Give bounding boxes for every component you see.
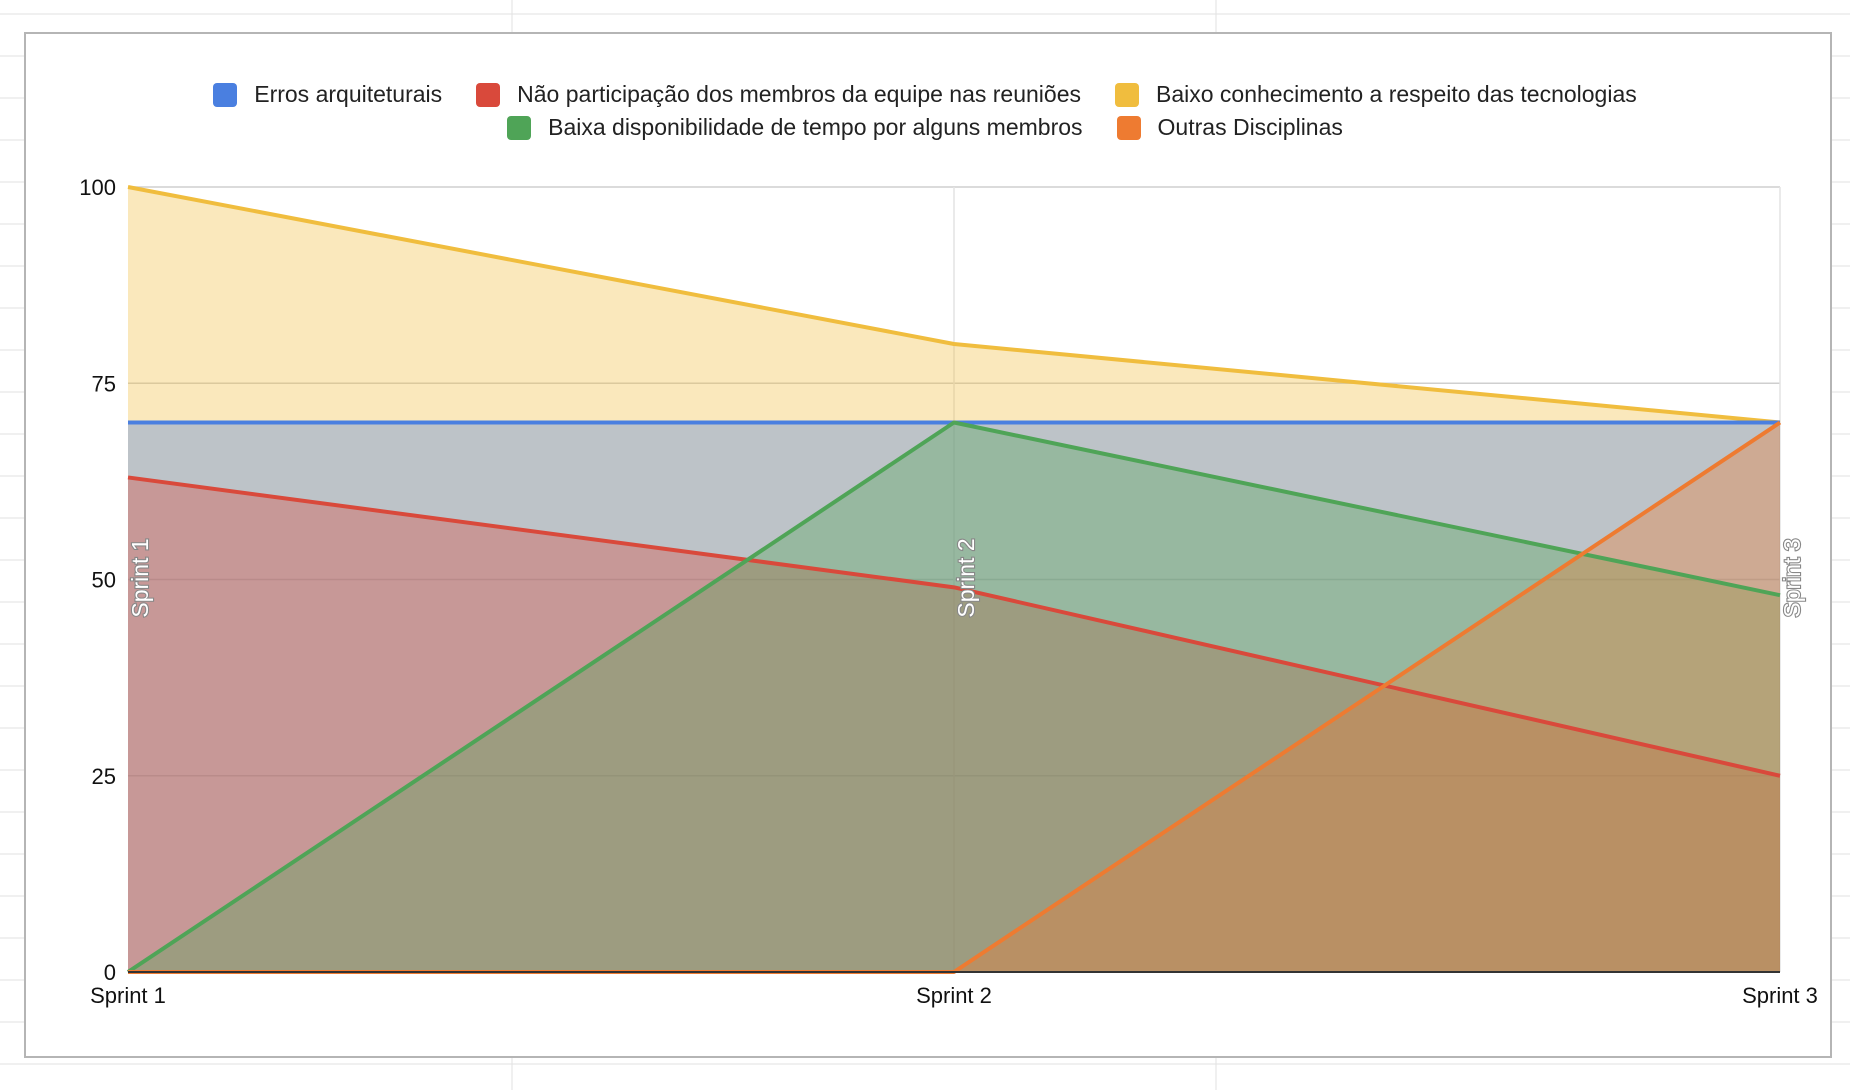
series-line (127, 185, 1781, 425)
legend-item-baixo-conhecimento[interactable]: Baixo conhecimento a respeito das tecnol… (1115, 81, 1637, 108)
y-tick-label: 100 (79, 175, 116, 200)
x-tick-label: Sprint 3 (1742, 983, 1818, 1008)
legend-item-outras-disciplinas[interactable]: Outras Disciplinas (1116, 114, 1343, 141)
legend-swatch (1116, 115, 1141, 140)
legend-label: Erros arquiteturais (254, 81, 443, 107)
series-line (126, 420, 1781, 974)
chart-legend: Erros arquiteturais Não participação dos… (0, 78, 1850, 144)
legend-label: Não participação dos membros da equipe n… (517, 81, 1081, 107)
legend-label: Baixa disponibilidade de tempo por algun… (548, 114, 1083, 140)
legend-swatch (213, 82, 238, 107)
legend-item-nao-participacao[interactable]: Não participação dos membros da equipe n… (476, 81, 1081, 108)
series-line (127, 475, 1781, 778)
legend-item-erros-arquiteturais[interactable]: Erros arquiteturais (213, 81, 442, 108)
series-area (128, 422, 1780, 972)
series-area (128, 422, 1780, 972)
annotation-label: Sprint 3 (1779, 538, 1805, 617)
x-tick-label: Sprint 1 (90, 983, 166, 1008)
y-tick-label: 25 (92, 764, 116, 789)
legend-row-1: Erros arquiteturais Não participação dos… (0, 78, 1850, 111)
legend-row-2: Baixa disponibilidade de tempo por algun… (0, 111, 1850, 144)
annotation-label: Sprint 2 (953, 538, 979, 617)
x-tick-label: Sprint 2 (916, 983, 992, 1008)
legend-swatch (507, 115, 532, 140)
legend-swatch (476, 82, 501, 107)
legend-label: Outras Disciplinas (1157, 114, 1343, 140)
y-tick-label: 0 (104, 960, 116, 985)
series-area (128, 477, 1780, 972)
legend-swatch (1115, 82, 1139, 107)
legend-item-baixa-disponibilidade[interactable]: Baixa disponibilidade de tempo por algun… (507, 114, 1083, 141)
y-tick-label: 50 (92, 568, 116, 593)
legend-label: Baixo conhecimento a respeito das tecnol… (1156, 81, 1637, 107)
annotation-label: Sprint 1 (127, 538, 153, 617)
y-tick-label: 75 (92, 371, 116, 396)
series-area (128, 422, 1780, 972)
